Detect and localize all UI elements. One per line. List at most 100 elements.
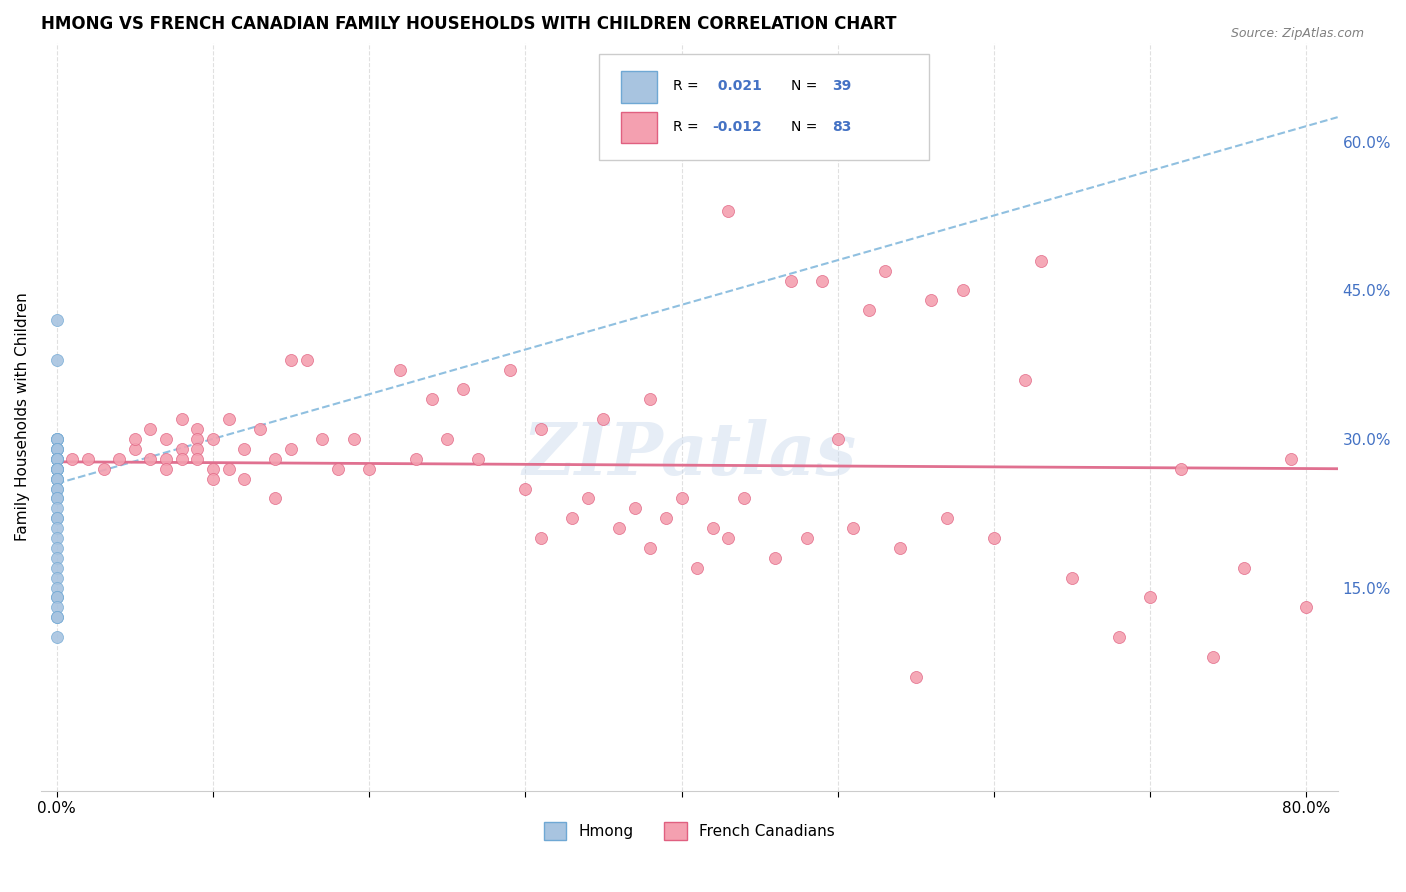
Point [1279,451,1302,466]
Point [671,491,693,506]
Point [45,630,67,644]
Point [45,461,67,475]
Point [45,482,67,496]
Point [108,451,131,466]
Point [499,362,522,376]
Point [45,521,67,535]
Point [45,451,67,466]
Point [342,432,364,446]
Point [170,451,193,466]
Point [45,610,67,624]
Point [139,451,162,466]
Point [45,560,67,574]
Point [45,491,67,506]
Point [326,461,349,475]
Point [45,472,67,486]
Point [811,274,834,288]
Point [170,412,193,426]
Point [264,451,287,466]
Point [451,383,474,397]
Point [873,263,896,277]
Point [45,591,67,605]
Point [983,531,1005,545]
Point [233,442,256,456]
Point [249,422,271,436]
Text: -0.012: -0.012 [713,120,762,134]
Point [842,521,865,535]
Point [45,581,67,595]
Point [218,461,240,475]
Y-axis label: Family Households with Children: Family Households with Children [15,293,30,541]
Point [515,482,537,496]
Point [45,451,67,466]
Point [45,432,67,446]
Bar [620,112,657,143]
Point [186,451,208,466]
Point [921,293,943,308]
Point [45,472,67,486]
Point [952,284,974,298]
Point [389,362,412,376]
Text: R =: R = [672,78,703,93]
Point [45,511,67,525]
Point [702,521,724,535]
Point [640,541,662,555]
Point [1014,373,1036,387]
Point [45,432,67,446]
Point [530,531,553,545]
Point [45,432,67,446]
Text: N =: N = [790,120,821,134]
Point [827,432,849,446]
Point [264,491,287,506]
Point [45,352,67,367]
Point [530,422,553,436]
Point [45,511,67,525]
Point [45,313,67,327]
Point [124,432,146,446]
Point [155,461,177,475]
Point [77,451,100,466]
Point [359,461,381,475]
Point [576,491,599,506]
Legend: Hmong, French Canadians: Hmong, French Canadians [537,815,841,847]
Point [45,600,67,615]
Point [45,442,67,456]
Point [1062,571,1084,585]
Text: R =: R = [672,120,703,134]
Point [60,451,83,466]
Point [201,461,224,475]
Point [717,204,740,219]
Point [420,392,443,407]
Point [124,442,146,456]
Point [889,541,911,555]
Point [717,531,740,545]
Point [640,392,662,407]
Point [201,432,224,446]
Text: 0.021: 0.021 [713,78,762,93]
Point [45,451,67,466]
Point [904,670,927,684]
Point [763,550,786,565]
Point [858,303,880,318]
Point [623,501,645,516]
Point [218,412,240,426]
Text: N =: N = [790,78,821,93]
Point [45,461,67,475]
Point [155,432,177,446]
Point [405,451,427,466]
Point [1170,461,1192,475]
FancyBboxPatch shape [599,54,929,161]
Point [280,442,302,456]
Point [45,482,67,496]
Point [201,472,224,486]
Point [1108,630,1130,644]
Point [93,461,115,475]
Point [936,511,959,525]
Text: 39: 39 [832,78,851,93]
Point [45,461,67,475]
Point [1029,253,1052,268]
Point [655,511,678,525]
Point [607,521,630,535]
Point [592,412,614,426]
Point [1233,560,1256,574]
